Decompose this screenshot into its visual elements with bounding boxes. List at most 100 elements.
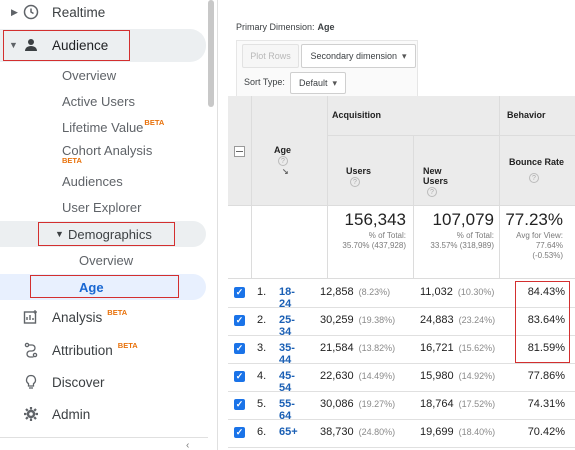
report-area: Primary Dimension: Age Plot Rows Secondar… bbox=[228, 0, 575, 450]
bounce-rate-value: 81.59% bbox=[527, 342, 565, 354]
sidebar-item-label: Overview bbox=[79, 252, 134, 268]
selected-section-highlight bbox=[0, 29, 206, 62]
primary-dimension-value[interactable]: Age bbox=[317, 22, 335, 32]
new-users-count: 11,032 bbox=[420, 286, 453, 298]
new-users-percent: (10.30%) bbox=[457, 287, 495, 297]
sidebar-item-overview[interactable]: Overview bbox=[0, 59, 208, 91]
new-users-count: 24,883 bbox=[420, 314, 454, 326]
bounce-rate-column-header[interactable]: Bounce Rate? bbox=[509, 157, 569, 183]
age-link[interactable]: 18-24 bbox=[279, 286, 295, 310]
clock-icon bbox=[22, 3, 40, 21]
new-users-percent: (18.40%) bbox=[458, 427, 496, 437]
age-link[interactable]: 25-34 bbox=[279, 314, 295, 338]
lightbulb-icon bbox=[22, 373, 40, 391]
totals-new-users-cell bbox=[414, 206, 500, 279]
sidebar-item-lifetime-value[interactable]: Lifetime ValueBETA bbox=[0, 111, 208, 143]
row-index: 5. bbox=[257, 398, 267, 410]
age-column-header[interactable]: Age?↘ bbox=[274, 145, 291, 176]
sidebar-item-audiences[interactable]: Audiences bbox=[0, 165, 208, 197]
sidebar-item-cohort-analysis[interactable]: Cohort Analysis BETA bbox=[0, 136, 208, 168]
users-percent: (19.27%) bbox=[358, 399, 396, 409]
table-row-divider bbox=[228, 335, 575, 336]
sidebar-divider bbox=[0, 437, 208, 438]
new-users-count: 15,980 bbox=[420, 370, 454, 382]
sidebar-item-audience[interactable]: ▼ Audience bbox=[0, 29, 208, 61]
new-users-percent: (17.52%) bbox=[458, 399, 496, 409]
total-users-sub: 35.70% (437,928) bbox=[342, 241, 406, 250]
users-value: 30,086 (19.27%) bbox=[320, 398, 395, 410]
new-users-percent: (23.24%) bbox=[458, 315, 496, 325]
new-users-column-header[interactable]: New Users? bbox=[423, 166, 448, 197]
help-icon[interactable]: ? bbox=[529, 173, 539, 183]
age-link[interactable]: 35-44 bbox=[279, 342, 295, 366]
sidebar-item-label: Discover bbox=[52, 374, 105, 390]
sidebar-item-label: Admin bbox=[52, 406, 91, 422]
table-row-divider bbox=[228, 447, 575, 448]
age-link[interactable]: 45-54 bbox=[279, 370, 295, 394]
users-value: 21,584 (13.82%) bbox=[320, 342, 395, 354]
age-link[interactable]: 55-64 bbox=[279, 398, 295, 422]
sidebar-item-label: Age bbox=[79, 279, 104, 295]
caret-down-icon: ▼ bbox=[55, 229, 64, 239]
sidebar-item-label: Audiences bbox=[62, 173, 123, 189]
age-link[interactable]: 65+ bbox=[279, 426, 298, 438]
sidebar-item-discover[interactable]: Discover bbox=[0, 366, 208, 398]
attribution-icon bbox=[22, 341, 40, 359]
row-checkbox[interactable]: ✓ bbox=[234, 427, 245, 438]
users-value: 38,730 (24.80%) bbox=[320, 426, 395, 438]
gear-icon bbox=[22, 405, 40, 423]
primary-dimension-label: Primary Dimension: bbox=[236, 22, 315, 32]
sidebar-item-attribution[interactable]: Attribution BETA bbox=[0, 334, 208, 366]
users-percent: (24.80%) bbox=[358, 427, 396, 437]
help-icon[interactable]: ? bbox=[427, 186, 437, 197]
sort-arrow-icon[interactable]: ↘ bbox=[282, 166, 289, 176]
sidebar-item-active-users[interactable]: Active Users bbox=[0, 85, 208, 117]
collapse-chevron-icon[interactable]: ‹ bbox=[186, 440, 190, 450]
sidebar-item-realtime[interactable]: ▶ Realtime bbox=[0, 0, 208, 28]
bounce-rate-value: 77.86% bbox=[527, 370, 565, 382]
users-value: 12,858 (8.23%) bbox=[320, 286, 390, 298]
secondary-dimension-dropdown[interactable]: Secondary dimension bbox=[301, 44, 416, 68]
users-count: 38,730 bbox=[320, 426, 354, 438]
table-row-divider bbox=[228, 307, 575, 308]
total-bounce-sub: Avg for View: bbox=[516, 231, 563, 240]
sidebar-item-demographics[interactable]: ▼ Demographics bbox=[0, 218, 208, 250]
help-icon[interactable]: ? bbox=[278, 155, 288, 166]
help-icon[interactable]: ? bbox=[350, 176, 360, 187]
new-users-value: 18,764 (17.52%) bbox=[420, 398, 495, 410]
secondary-dimension-label: Secondary dimension bbox=[310, 51, 398, 61]
new-users-column-label: New Users bbox=[423, 166, 449, 186]
row-checkbox[interactable]: ✓ bbox=[234, 371, 245, 382]
new-users-count: 18,764 bbox=[420, 398, 454, 410]
sidebar-item-analysis[interactable]: Analysis BETA bbox=[0, 301, 208, 333]
new-users-value: 11,032 (10.30%) bbox=[420, 286, 494, 298]
total-users: 156,343 bbox=[344, 210, 406, 229]
sidebar-item-user-explorer[interactable]: User Explorer bbox=[0, 191, 208, 223]
acquisition-label: Acquisition bbox=[332, 110, 381, 120]
sidebar-item-demographics-overview[interactable]: Overview bbox=[0, 244, 208, 276]
caret-down-icon: ▼ bbox=[9, 40, 18, 50]
row-checkbox[interactable]: ✓ bbox=[234, 343, 245, 354]
plot-rows-button[interactable]: Plot Rows bbox=[242, 44, 299, 68]
total-bounce-sub: (-0.53%) bbox=[532, 251, 563, 260]
primary-dimension: Primary Dimension: Age bbox=[236, 22, 335, 32]
bounce-rate-value: 83.64% bbox=[527, 314, 565, 326]
row-checkbox[interactable]: ✓ bbox=[234, 399, 245, 410]
sidebar-item-label: User Explorer bbox=[62, 199, 142, 215]
users-column-header[interactable]: Users? bbox=[346, 166, 371, 187]
sort-type-dropdown[interactable]: Default bbox=[290, 72, 346, 94]
sidebar-item-age[interactable]: Age bbox=[0, 271, 208, 303]
row-checkbox[interactable]: ✓ bbox=[234, 315, 245, 326]
sidebar-item-label: Analysis bbox=[52, 309, 103, 325]
row-index: 6. bbox=[257, 426, 267, 438]
sidebar: ▶ Realtime ▼ Audience Overview Active Us… bbox=[0, 0, 218, 450]
sidebar-item-label: Overview bbox=[62, 67, 117, 83]
users-count: 30,086 bbox=[320, 398, 354, 410]
select-all-checkbox[interactable] bbox=[234, 146, 245, 157]
sidebar-scrollbar[interactable] bbox=[208, 0, 214, 107]
row-index: 2. bbox=[257, 314, 267, 326]
new-users-value: 16,721 (15.62%) bbox=[420, 342, 495, 354]
row-checkbox[interactable]: ✓ bbox=[234, 287, 245, 298]
sidebar-item-admin[interactable]: Admin bbox=[0, 398, 208, 430]
beta-badge: BETA bbox=[62, 156, 82, 165]
